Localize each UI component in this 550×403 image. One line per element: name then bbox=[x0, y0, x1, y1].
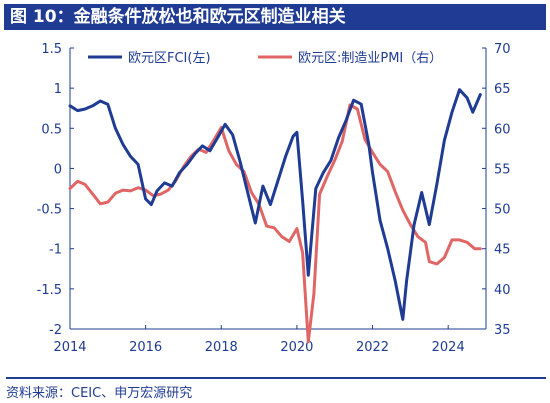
right-tick-label: 55 bbox=[494, 162, 511, 177]
chart-legend: 欧元区FCI(左) 欧元区:制造业PMI（右） bbox=[88, 51, 442, 66]
x-tick-label: 2022 bbox=[356, 340, 389, 355]
left-tick-label: 0.5 bbox=[41, 122, 62, 137]
figure-source: 资料来源：CEIC、申万宏源研究 bbox=[6, 377, 546, 401]
x-tick-label: 2020 bbox=[280, 340, 313, 355]
x-tick-label: 2024 bbox=[432, 340, 465, 355]
left-tick-label: 1.5 bbox=[41, 42, 62, 57]
left-tick-label: -2 bbox=[49, 323, 62, 338]
fci-series-line bbox=[68, 88, 482, 321]
left-tick-label: -0.5 bbox=[37, 203, 62, 218]
legend-label-fci: 欧元区FCI(左) bbox=[128, 51, 211, 66]
x-tick-label: 2016 bbox=[129, 340, 162, 355]
chart-series-layer bbox=[68, 88, 482, 344]
right-tick-label: 45 bbox=[494, 243, 511, 258]
left-tick-label: 1 bbox=[54, 82, 62, 97]
right-tick-label: 35 bbox=[494, 323, 511, 338]
right-tick-label: 65 bbox=[494, 82, 511, 97]
right-tick-label: 40 bbox=[494, 283, 511, 298]
pmi-series-line bbox=[68, 103, 482, 344]
right-tick-label: 50 bbox=[494, 203, 511, 218]
figure-title: 图 10：金融条件放松也和欧元区制造业相关 bbox=[4, 4, 546, 30]
x-tick-label: 2014 bbox=[53, 340, 86, 355]
right-tick-label: 60 bbox=[494, 122, 511, 137]
left-tick-label: -1.5 bbox=[37, 283, 62, 298]
right-tick-label: 70 bbox=[494, 42, 511, 57]
legend-label-pmi: 欧元区:制造业PMI（右） bbox=[298, 51, 442, 66]
x-tick-label: 2018 bbox=[205, 340, 238, 355]
left-tick-label: -1 bbox=[49, 243, 62, 258]
left-tick-label: 0 bbox=[54, 162, 62, 177]
